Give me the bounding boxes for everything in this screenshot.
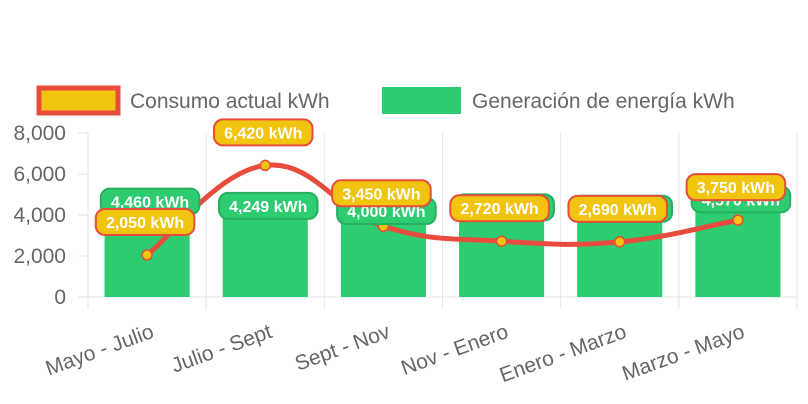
grid-lines (87, 133, 798, 297)
x-tick-label: Mayo - Julio (43, 320, 157, 380)
generation-bars (104, 203, 781, 297)
consumption-line-path (145, 162, 739, 257)
generation-bar (577, 212, 663, 297)
consumption-data-label: 3,750 kWh (697, 180, 775, 197)
consumption-data-label-box (685, 173, 787, 202)
x-tick-label: Sept - Nov (292, 320, 394, 376)
consumption-data-label-box (94, 207, 196, 236)
y-tick-label: 4,000 (13, 204, 66, 227)
consumption-data-label-box (449, 194, 550, 223)
generation-data-label: 4,249 kWh (229, 199, 307, 216)
y-tick-label: 6,000 (13, 163, 66, 186)
x-tick-label: Enero - Marzo (497, 320, 630, 387)
generation-data-label-box (217, 191, 319, 220)
x-tick-label: Marzo - Mayo (619, 320, 747, 386)
x-tick-label: Nov - Enero (398, 320, 511, 380)
generation-data-label: 4,000 kWh (347, 204, 425, 221)
consumption-point (614, 236, 626, 248)
y-tick-label: 2,000 (13, 245, 66, 268)
consumption-data-label-box (331, 179, 432, 208)
consumption-data-label: 2,690 kWh (579, 202, 657, 219)
generation-data-label: 4,460 kWh (111, 195, 189, 212)
consumption-point (141, 249, 153, 261)
consumption-data-label: 6,420 kWh (224, 125, 302, 142)
consumption-data-label: 3,450 kWh (342, 186, 420, 203)
y-tick-label: 0 (54, 286, 66, 309)
legend-swatch-generation (382, 87, 461, 114)
legend-label-generation: Generación de energía kWh (472, 90, 735, 113)
legend[interactable]: Consumo actual kWh Generación de energía … (36, 85, 735, 116)
consumption-data-label: 2,050 kWh (106, 215, 184, 232)
consumption-data-label-box (567, 194, 669, 223)
generation-bar (459, 211, 545, 297)
y-tick-label: 8,000 (13, 122, 66, 145)
x-axis: Mayo - Julio Julio - Sept Sept - Nov Nov - … (43, 296, 798, 387)
legend-label-consumption: Consumo actual kWh (130, 90, 330, 113)
y-axis: 0 2,000 4,000 6,000 8,000 (13, 122, 89, 309)
consumption-data-label-box (212, 118, 314, 147)
consumption-point (495, 235, 508, 247)
x-tick-label: Julio - Sept (168, 320, 275, 378)
legend-swatch-consumption (36, 85, 121, 116)
consumption-data-label: 2,720 kWh (460, 201, 538, 218)
consumption-point (259, 159, 271, 172)
generation-bar (222, 209, 308, 297)
consumption-point (732, 214, 744, 226)
